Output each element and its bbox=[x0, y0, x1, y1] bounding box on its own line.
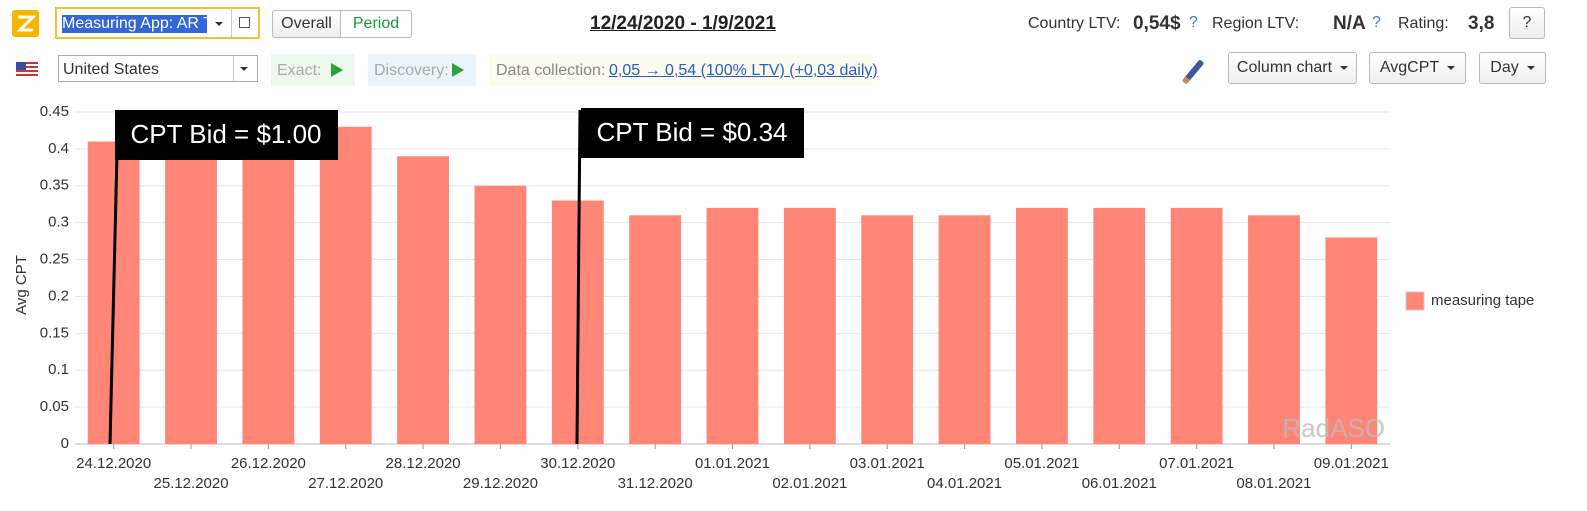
bar bbox=[938, 215, 991, 444]
annotation-line bbox=[108, 111, 120, 445]
x-tick-label: 09.01.2021 bbox=[1314, 455, 1389, 472]
bar bbox=[474, 185, 527, 444]
help-button[interactable]: ? bbox=[1509, 7, 1545, 39]
x-tick-label: 25.12.2020 bbox=[153, 475, 228, 492]
x-tick-label: 04.01.2021 bbox=[927, 475, 1002, 492]
y-tick-label: 0.25 bbox=[40, 251, 69, 268]
annotation-line bbox=[575, 109, 582, 445]
bar bbox=[1170, 207, 1223, 444]
exact-button[interactable]: Exact: bbox=[271, 54, 355, 86]
annotation: CPT Bid = $0.34 bbox=[596, 117, 787, 147]
x-tick-label: 03.01.2021 bbox=[850, 455, 925, 472]
bar bbox=[1093, 207, 1146, 444]
metric: AvgCPT bbox=[1379, 59, 1440, 76]
country-select[interactable]: United States bbox=[58, 55, 258, 82]
region-ltv-label: Region LTV: bbox=[1212, 15, 1300, 32]
annotation-box bbox=[581, 108, 804, 158]
metric-button[interactable]: AvgCPT bbox=[1369, 52, 1466, 84]
discovery-label: Discovery: bbox=[374, 62, 449, 79]
bar bbox=[1015, 207, 1068, 444]
annotation-box bbox=[115, 110, 338, 160]
x-tick-label: 29.12.2020 bbox=[463, 475, 538, 492]
help-link[interactable]: ? bbox=[1372, 14, 1381, 31]
open-icon[interactable] bbox=[239, 17, 250, 28]
x-tick-label: 26.12.2020 bbox=[231, 455, 306, 472]
y-tick-label: 0.35 bbox=[40, 177, 69, 194]
chart-type: Column chart bbox=[1236, 59, 1333, 76]
y-tick-label: 0.4 bbox=[48, 140, 69, 157]
legend-label: measuring tape bbox=[1431, 292, 1534, 309]
rating: 3,8 bbox=[1468, 13, 1495, 34]
x-tick-label: 06.01.2021 bbox=[1082, 475, 1157, 492]
granularity: Day bbox=[1490, 59, 1519, 76]
x-tick-label: 02.01.2021 bbox=[772, 475, 847, 492]
x-tick-label: 01.01.2021 bbox=[695, 455, 770, 472]
y-tick-label: 0.15 bbox=[40, 324, 69, 341]
x-tick-label: 07.01.2021 bbox=[1159, 455, 1234, 472]
country: United States bbox=[63, 61, 160, 78]
bar bbox=[319, 126, 372, 444]
overall-button[interactable]: Overall bbox=[272, 10, 341, 38]
y-tick-label: 0 bbox=[61, 435, 69, 452]
bar bbox=[861, 215, 914, 444]
app-select[interactable]: Measuring App: AR T bbox=[55, 7, 260, 39]
x-tick-label: 08.01.2021 bbox=[1236, 475, 1311, 492]
bar bbox=[706, 207, 759, 444]
rating-label: Rating: bbox=[1398, 15, 1449, 32]
x-tick-label: 28.12.2020 bbox=[386, 455, 461, 472]
x-tick-label: 31.12.2020 bbox=[618, 475, 693, 492]
app-name: Measuring App: AR T bbox=[62, 15, 207, 33]
x-tick-label: 05.01.2021 bbox=[1004, 455, 1079, 472]
data-collection-label: Data collection: bbox=[496, 62, 606, 79]
data-collection-link[interactable]: 0,05 → 0,54 (100% LTV) (+0,03 daily) bbox=[609, 62, 878, 79]
y-tick-label: 0.2 bbox=[48, 287, 69, 304]
period-button[interactable]: Period bbox=[340, 10, 412, 38]
bar bbox=[165, 141, 217, 444]
y-axis-title: Avg CPT bbox=[13, 255, 30, 315]
country-ltv: 0,54$ bbox=[1133, 13, 1181, 34]
x-tick-label: 27.12.2020 bbox=[308, 475, 383, 492]
bar bbox=[242, 134, 295, 444]
chart-type-button[interactable]: Column chart bbox=[1228, 52, 1357, 84]
bar bbox=[397, 156, 450, 444]
bar bbox=[1248, 215, 1300, 444]
watermark: RadASO bbox=[1282, 413, 1385, 443]
data-collection: Data collection: 0,05 → 0,54 (100% LTV) … bbox=[489, 54, 878, 86]
y-tick-label: 0.05 bbox=[40, 398, 69, 415]
y-tick-label: 0.1 bbox=[48, 361, 69, 378]
bar bbox=[1325, 237, 1378, 444]
logo[interactable] bbox=[12, 10, 39, 37]
x-tick-label: 24.12.2020 bbox=[76, 455, 151, 472]
exact-label: Exact: bbox=[277, 62, 322, 79]
region-ltv: N/A bbox=[1333, 13, 1366, 34]
annotation: CPT Bid = $1.00 bbox=[130, 119, 321, 149]
x-tick-label: 30.12.2020 bbox=[540, 455, 615, 472]
legend-swatch bbox=[1405, 291, 1425, 311]
granularity-button[interactable]: Day bbox=[1479, 52, 1546, 84]
flag bbox=[16, 62, 38, 76]
bar bbox=[783, 207, 836, 444]
discovery-button[interactable]: Discovery: bbox=[368, 54, 476, 86]
y-tick-label: 0.3 bbox=[48, 214, 69, 231]
date-range[interactable]: 12/24/2020 - 1/9/2021 bbox=[590, 13, 776, 34]
bar bbox=[629, 215, 682, 444]
country-ltv-label: Country LTV: bbox=[1028, 15, 1121, 32]
y-tick-label: 0.45 bbox=[40, 103, 69, 120]
help-link[interactable]: ? bbox=[1189, 14, 1198, 31]
